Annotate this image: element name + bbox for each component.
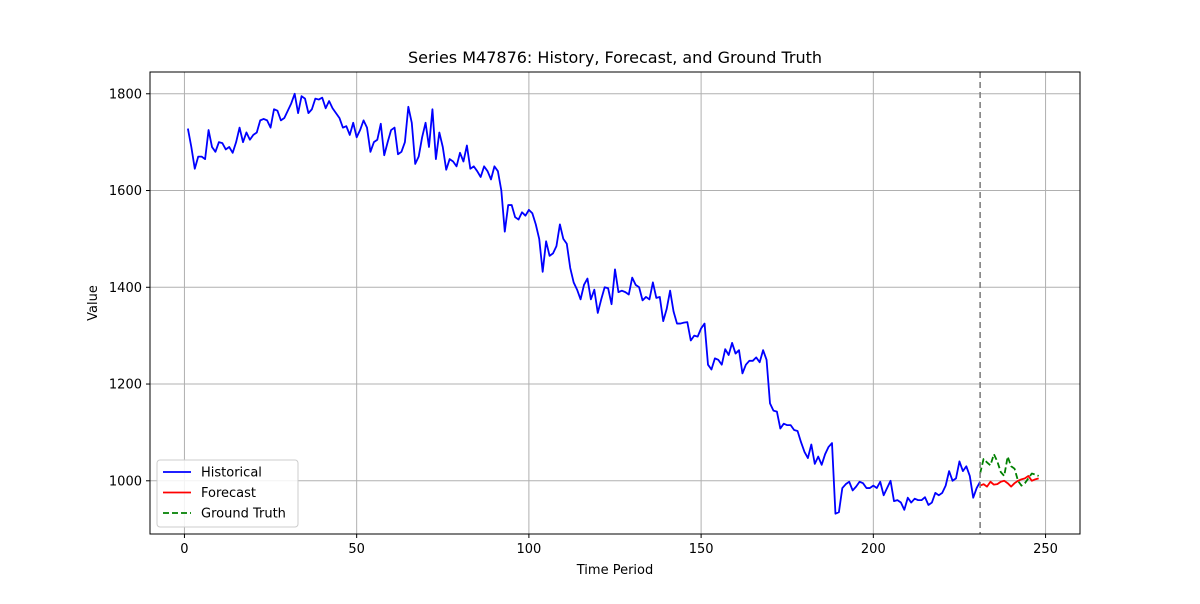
legend-box [156, 459, 299, 528]
x-tick-label: 150 [689, 542, 714, 557]
axes: 0 50 100 150 200 250 1000 1200 1400 1600 1800 [109, 87, 1058, 557]
plot-frame [149, 71, 1081, 535]
y-tick-label: 1000 [109, 474, 142, 489]
ground-truth-legend-label: Ground Truth [201, 507, 286, 522]
ground-truth-series-line [979, 453, 1040, 487]
x-tick-label: 50 [348, 542, 365, 557]
chart-title: Series M47876: History, Forecast, and Gr… [408, 48, 822, 67]
x-tick-label: 250 [1033, 542, 1058, 557]
y-axis-label: Value [86, 285, 101, 321]
forecast-legend-label: Forecast [201, 486, 256, 501]
series-group [187, 92, 1040, 515]
historical-series-line [187, 92, 981, 515]
historical-legend-label: Historical [201, 466, 262, 481]
y-tick-label: 1400 [109, 281, 142, 296]
grid [150, 72, 1080, 534]
x-tick-label: 100 [516, 542, 541, 557]
y-tick-label: 1200 [109, 378, 142, 393]
x-axis-label: Time Period [576, 563, 653, 578]
x-tick-label: 200 [861, 542, 886, 557]
y-tick-label: 1800 [109, 87, 142, 102]
forecast-series-line [979, 475, 1039, 488]
x-tick-label: 0 [180, 542, 188, 557]
legend: Historical Forecast Ground Truth [156, 459, 299, 528]
y-tick-label: 1600 [109, 184, 142, 199]
